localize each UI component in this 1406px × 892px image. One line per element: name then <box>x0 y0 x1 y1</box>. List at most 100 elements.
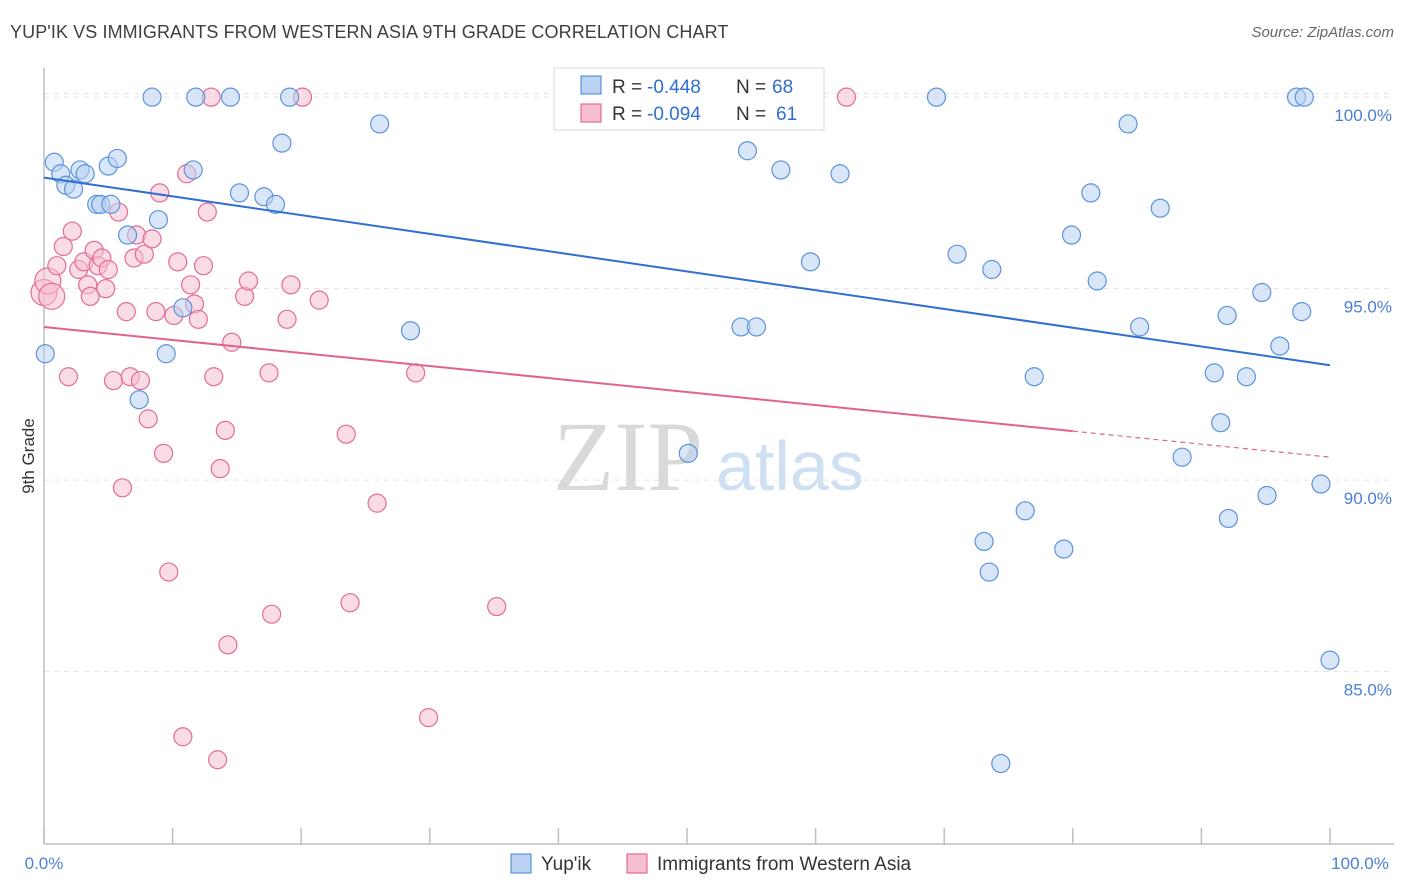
point-immigrants-58 <box>406 363 426 383</box>
point-yupik-19 <box>186 87 206 107</box>
point-immigrants-30 <box>159 562 179 582</box>
point-immigrants-4 <box>53 236 73 257</box>
legend-stats: R = -0.448 N = 68 R = -0.094 N = 61 <box>553 67 825 131</box>
point-yupik-60 <box>1252 282 1272 303</box>
point-immigrants-26 <box>142 229 162 249</box>
point-yupik-0 <box>35 344 55 364</box>
point-immigrants-2 <box>38 282 66 310</box>
trend-line-immigrants <box>43 325 1073 433</box>
point-immigrants-49 <box>259 363 279 383</box>
point-yupik-4 <box>63 179 84 199</box>
point-yupik-40 <box>947 244 967 264</box>
point-yupik-38 <box>830 164 850 184</box>
point-immigrants-33 <box>173 727 193 747</box>
legend-n-value-1: 68 <box>772 77 793 98</box>
legend-bottom-label-immigrants: Immigrants from Western Asia <box>657 854 912 875</box>
legend-swatch-yupik <box>580 75 602 95</box>
point-yupik-50 <box>1087 271 1107 291</box>
y-tick-label-85: 85.0% <box>1344 681 1392 700</box>
axes <box>43 68 1394 845</box>
legend-r-label-1: R = <box>612 77 642 98</box>
legend-n-label-1: N = <box>736 77 766 98</box>
y-tick-label-95: 95.0% <box>1344 298 1392 317</box>
point-immigrants-44 <box>215 420 235 440</box>
point-yupik-9 <box>101 194 121 214</box>
point-immigrants-24 <box>134 244 154 264</box>
point-yupik-66 <box>1311 474 1331 494</box>
y-tick-label-100: 100.0% <box>1334 106 1392 125</box>
point-immigrants-59 <box>418 708 439 728</box>
point-immigrants-5 <box>58 367 79 387</box>
point-yupik-34 <box>737 141 758 161</box>
point-yupik-44 <box>991 753 1011 774</box>
y-tick-labels: 85.0% 90.0% 95.0% 100.0% <box>1334 106 1392 700</box>
legend-swatch-immigrants <box>580 103 602 123</box>
point-yupik-47 <box>1054 539 1074 559</box>
point-immigrants-32 <box>168 252 188 272</box>
trend-lines <box>43 176 1331 458</box>
point-yupik-16 <box>156 344 176 364</box>
point-yupik-56 <box>1211 413 1231 433</box>
point-yupik-53 <box>1150 198 1170 218</box>
point-immigrants-35 <box>181 275 201 295</box>
legend-series: Yup'ik Immigrants from Western Asia <box>510 853 912 875</box>
point-yupik-18 <box>183 160 203 180</box>
point-yupik-31 <box>678 443 698 463</box>
point-yupik-62 <box>1270 336 1290 356</box>
point-yupik-43 <box>982 259 1002 280</box>
point-immigrants-55 <box>336 424 356 444</box>
point-yupik-17 <box>173 298 193 318</box>
point-yupik-48 <box>1061 225 1082 245</box>
point-yupik-36 <box>771 160 791 180</box>
chart-title: YUP'IK VS IMMIGRANTS FROM WESTERN ASIA 9… <box>10 22 729 42</box>
point-immigrants-3 <box>47 256 67 276</box>
legend-r-value-1: -0.448 <box>647 77 701 98</box>
trend-line-yupik <box>43 176 1331 367</box>
point-yupik-41 <box>974 531 994 552</box>
y-tick-label-90: 90.0% <box>1344 489 1392 508</box>
y-axis-label: 9th Grade <box>19 418 38 494</box>
point-yupik-61 <box>1257 485 1277 506</box>
point-yupik-55 <box>1204 363 1224 383</box>
legend-n-label-2: N = <box>736 104 766 125</box>
point-immigrants-43 <box>210 459 230 479</box>
point-immigrants-25 <box>138 409 158 429</box>
point-yupik-15 <box>148 210 169 230</box>
point-immigrants-27 <box>146 302 166 322</box>
point-yupik-45 <box>1015 501 1035 521</box>
series-immigrants-points <box>30 87 857 770</box>
point-yupik-20 <box>220 87 241 107</box>
legend-bottom-label-yupik: Yup'ik <box>541 854 592 875</box>
x-tick-label-max: 100.0% <box>1331 854 1389 873</box>
x-tick-label-min: 0.0% <box>25 854 64 873</box>
gridlines <box>44 92 1394 673</box>
legend-r-label-2: R = <box>612 104 642 125</box>
point-immigrants-50 <box>262 604 282 624</box>
point-immigrants-37 <box>188 309 208 329</box>
point-immigrants-51 <box>277 309 297 329</box>
point-yupik-39 <box>926 87 947 107</box>
point-yupik-37 <box>800 252 821 272</box>
point-immigrants-62 <box>836 87 857 107</box>
point-yupik-64 <box>1292 302 1312 322</box>
point-yupik-49 <box>1081 183 1101 203</box>
point-yupik-13 <box>129 390 149 410</box>
point-yupik-67 <box>1320 650 1340 670</box>
point-yupik-6 <box>75 164 95 184</box>
trend-line-immigrants-extension <box>1072 430 1331 458</box>
point-yupik-11 <box>107 148 127 169</box>
point-yupik-65 <box>1294 87 1314 107</box>
point-immigrants-16 <box>103 370 124 391</box>
point-immigrants-14 <box>96 279 116 299</box>
point-yupik-12 <box>117 225 138 245</box>
x-ticks <box>43 828 1331 844</box>
point-yupik-57 <box>1217 305 1237 326</box>
point-immigrants-54 <box>309 290 329 310</box>
point-immigrants-46 <box>222 332 242 352</box>
point-immigrants-38 <box>193 256 214 276</box>
point-immigrants-56 <box>340 593 360 613</box>
point-immigrants-39 <box>197 202 217 222</box>
point-yupik-35 <box>746 317 767 337</box>
watermark-atlas: atlas <box>716 427 864 505</box>
